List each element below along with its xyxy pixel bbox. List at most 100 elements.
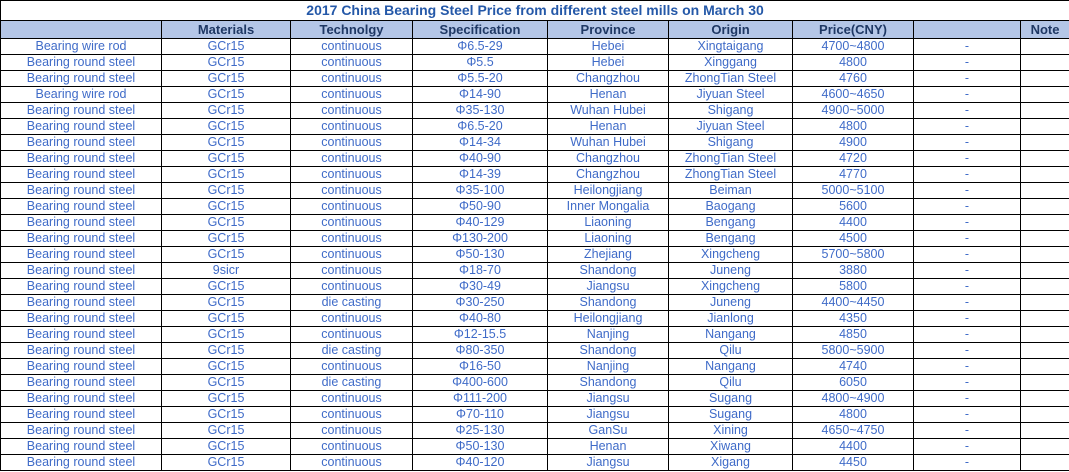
cell-blank: - — [913, 262, 1021, 279]
cell-price: 4500 — [792, 230, 914, 247]
cell-province: Changzhou — [547, 166, 669, 183]
cell-province: GanSu — [547, 422, 669, 439]
cell-blank: - — [913, 374, 1021, 391]
cell-note — [1019, 406, 1069, 423]
cell-origin: Beiman — [668, 182, 793, 199]
cell-price: 4800 — [792, 54, 914, 71]
column-header-note: Note — [1019, 20, 1069, 39]
cell-note — [1019, 390, 1069, 407]
table-row: Bearing round steel GCr15 die casting Φ30-2… — [0, 294, 1069, 311]
table-row: Bearing round steel GCr15 continuous Φ111-2… — [0, 390, 1069, 407]
cell-origin: Sugang — [668, 406, 793, 423]
cell-materials: GCr15 — [161, 422, 291, 439]
cell-origin: Juneng — [668, 262, 793, 279]
cell-note — [1019, 86, 1069, 103]
cell-item: Bearing round steel — [0, 406, 162, 423]
table-row: Bearing round steel GCr15 continuous Φ16-50… — [0, 358, 1069, 375]
cell-blank: - — [913, 230, 1021, 247]
cell-specification: Φ12-15.5 — [412, 326, 548, 343]
cell-note — [1019, 182, 1069, 199]
cell-item: Bearing round steel — [0, 166, 162, 183]
cell-technology: continuous — [290, 166, 413, 183]
table-row: Bearing round steel GCr15 continuous Φ25-13… — [0, 422, 1069, 439]
cell-price: 5600 — [792, 198, 914, 215]
cell-technology: continuous — [290, 390, 413, 407]
cell-technology: continuous — [290, 326, 413, 343]
cell-item: Bearing round steel — [0, 278, 162, 295]
cell-materials: GCr15 — [161, 246, 291, 263]
cell-blank: - — [913, 150, 1021, 167]
cell-specification: Φ111-200 — [412, 390, 548, 407]
cell-price: 4350 — [792, 310, 914, 327]
cell-technology: continuous — [290, 230, 413, 247]
cell-materials: GCr15 — [161, 358, 291, 375]
cell-specification: Φ5.5 — [412, 54, 548, 71]
cell-note — [1019, 38, 1069, 55]
cell-price: 4650~4750 — [792, 422, 914, 439]
table-row: Bearing round steel GCr15 continuous Φ35-13… — [0, 102, 1069, 119]
column-header-price: Price(CNY) — [792, 20, 914, 39]
cell-province: Shandong — [547, 374, 669, 391]
cell-blank: - — [913, 358, 1021, 375]
cell-blank: - — [913, 246, 1021, 263]
cell-materials: GCr15 — [161, 326, 291, 343]
table-row: Bearing round steel GCr15 continuous Φ50-13… — [0, 438, 1069, 455]
cell-blank: - — [913, 406, 1021, 423]
table-row: Bearing round steel GCr15 continuous Φ30-49… — [0, 278, 1069, 295]
cell-technology: continuous — [290, 102, 413, 119]
cell-technology: continuous — [290, 246, 413, 263]
cell-item: Bearing round steel — [0, 134, 162, 151]
cell-price: 4400~4450 — [792, 294, 914, 311]
cell-note — [1019, 438, 1069, 455]
cell-materials: GCr15 — [161, 390, 291, 407]
cell-technology: die casting — [290, 374, 413, 391]
cell-province: Nanjing — [547, 326, 669, 343]
cell-note — [1019, 374, 1069, 391]
cell-note — [1019, 70, 1069, 87]
column-header-blank — [913, 20, 1021, 39]
cell-materials: GCr15 — [161, 182, 291, 199]
cell-origin: Xingcheng — [668, 246, 793, 263]
cell-specification: Φ40-90 — [412, 150, 548, 167]
cell-origin: Jianlong — [668, 310, 793, 327]
cell-blank: - — [913, 390, 1021, 407]
cell-blank: - — [913, 214, 1021, 231]
cell-specification: Φ50-130 — [412, 438, 548, 455]
cell-item: Bearing wire rod — [0, 86, 162, 103]
cell-materials: GCr15 — [161, 214, 291, 231]
cell-materials: GCr15 — [161, 150, 291, 167]
cell-item: Bearing round steel — [0, 390, 162, 407]
cell-note — [1019, 294, 1069, 311]
cell-item: Bearing round steel — [0, 54, 162, 71]
cell-materials: GCr15 — [161, 70, 291, 87]
table-row: Bearing round steel GCr15 continuous Φ40-12… — [0, 214, 1069, 231]
cell-province: Liaoning — [547, 230, 669, 247]
cell-materials: GCr15 — [161, 38, 291, 55]
cell-technology: die casting — [290, 342, 413, 359]
cell-specification: Φ18-70 — [412, 262, 548, 279]
cell-price: 4900~5000 — [792, 102, 914, 119]
cell-technology: continuous — [290, 262, 413, 279]
cell-province: Heilongjiang — [547, 310, 669, 327]
cell-technology: continuous — [290, 310, 413, 327]
table-row: Bearing wire rod GCr15 continuous Φ14-90 Hen… — [0, 86, 1069, 103]
cell-specification: Φ40-129 — [412, 214, 548, 231]
column-header-specification: Specification — [412, 20, 548, 39]
cell-origin: Qilu — [668, 374, 793, 391]
cell-origin: Nangang — [668, 358, 793, 375]
cell-blank: - — [913, 326, 1021, 343]
cell-province: Liaoning — [547, 214, 669, 231]
cell-note — [1019, 102, 1069, 119]
cell-item: Bearing round steel — [0, 246, 162, 263]
table-row: Bearing round steel GCr15 continuous Φ5.5-2… — [0, 70, 1069, 87]
table-row: Bearing wire rod GCr15 continuous Φ6.5-29 He… — [0, 38, 1069, 55]
cell-origin: ZhongTian Steel — [668, 166, 793, 183]
cell-blank: - — [913, 70, 1021, 87]
cell-technology: continuous — [290, 70, 413, 87]
cell-technology: continuous — [290, 150, 413, 167]
cell-specification: Φ5.5-20 — [412, 70, 548, 87]
cell-province: Hebei — [547, 38, 669, 55]
cell-price: 4720 — [792, 150, 914, 167]
cell-materials: GCr15 — [161, 54, 291, 71]
